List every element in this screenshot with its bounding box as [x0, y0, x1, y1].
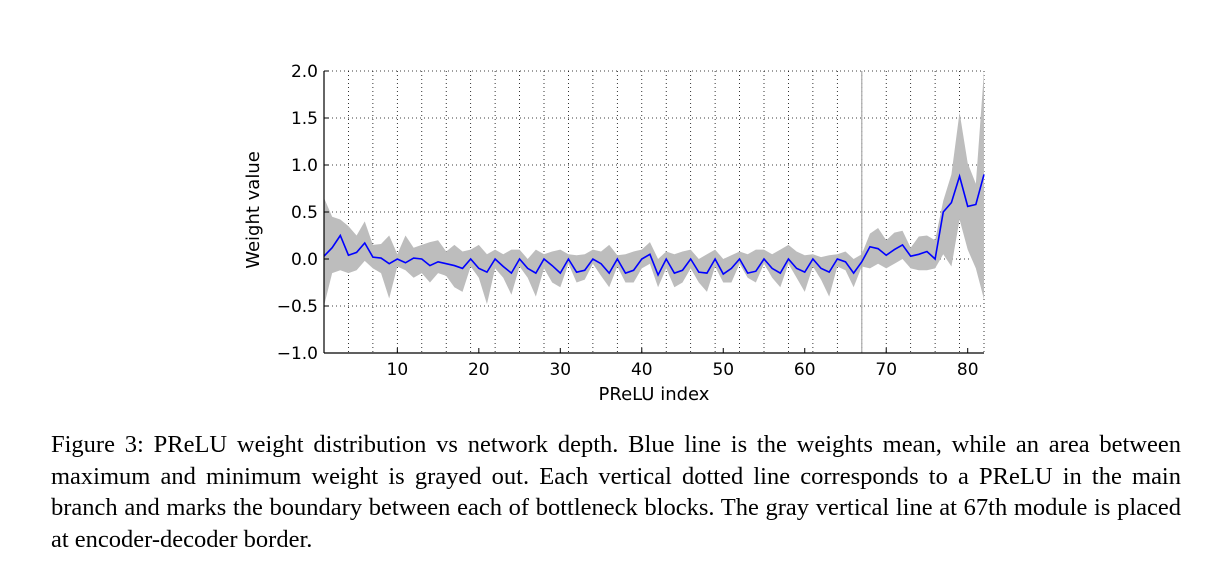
x-tick-label: 60: [794, 360, 816, 380]
x-tick-label: 80: [957, 360, 979, 380]
tick-labels: −1.0 −0.5 0.0 0.5 1.0 1.5 2.0 10 20 30 40 50 60 70 80: [277, 62, 979, 380]
y-tick-label: 0.5: [291, 203, 318, 223]
y-tick-label: 0.0: [291, 250, 318, 270]
x-tick-label: 10: [387, 360, 409, 380]
x-tick-label: 50: [712, 360, 734, 380]
axes: [323, 71, 984, 354]
grid-lines: [323, 70, 985, 354]
y-tick-label: −0.5: [277, 297, 318, 317]
mean-weight-line: [323, 173, 985, 277]
weight-chart: −1.0−0.50.00.51.01.52.010 20 30 40 50 60 70 80 …: [243, 62, 985, 405]
x-tick-label: 30: [549, 360, 571, 380]
x-tick-label: 40: [631, 360, 653, 380]
y-tick-label: 2.0: [291, 62, 318, 82]
y-tick-label: 1.0: [291, 156, 318, 176]
y-tick-label: −1.0: [277, 344, 318, 364]
x-tick-label: 70: [875, 360, 897, 380]
figure-caption: Figure 3: PReLU weight distribution vs n…: [51, 431, 1181, 553]
y-tick-label: 1.5: [291, 109, 318, 129]
x-axis-label: PReLU index: [599, 384, 710, 405]
min-max-range-area: [324, 71, 984, 306]
x-tick-label: 20: [468, 360, 490, 380]
y-axis-label: Weight value: [243, 151, 264, 269]
